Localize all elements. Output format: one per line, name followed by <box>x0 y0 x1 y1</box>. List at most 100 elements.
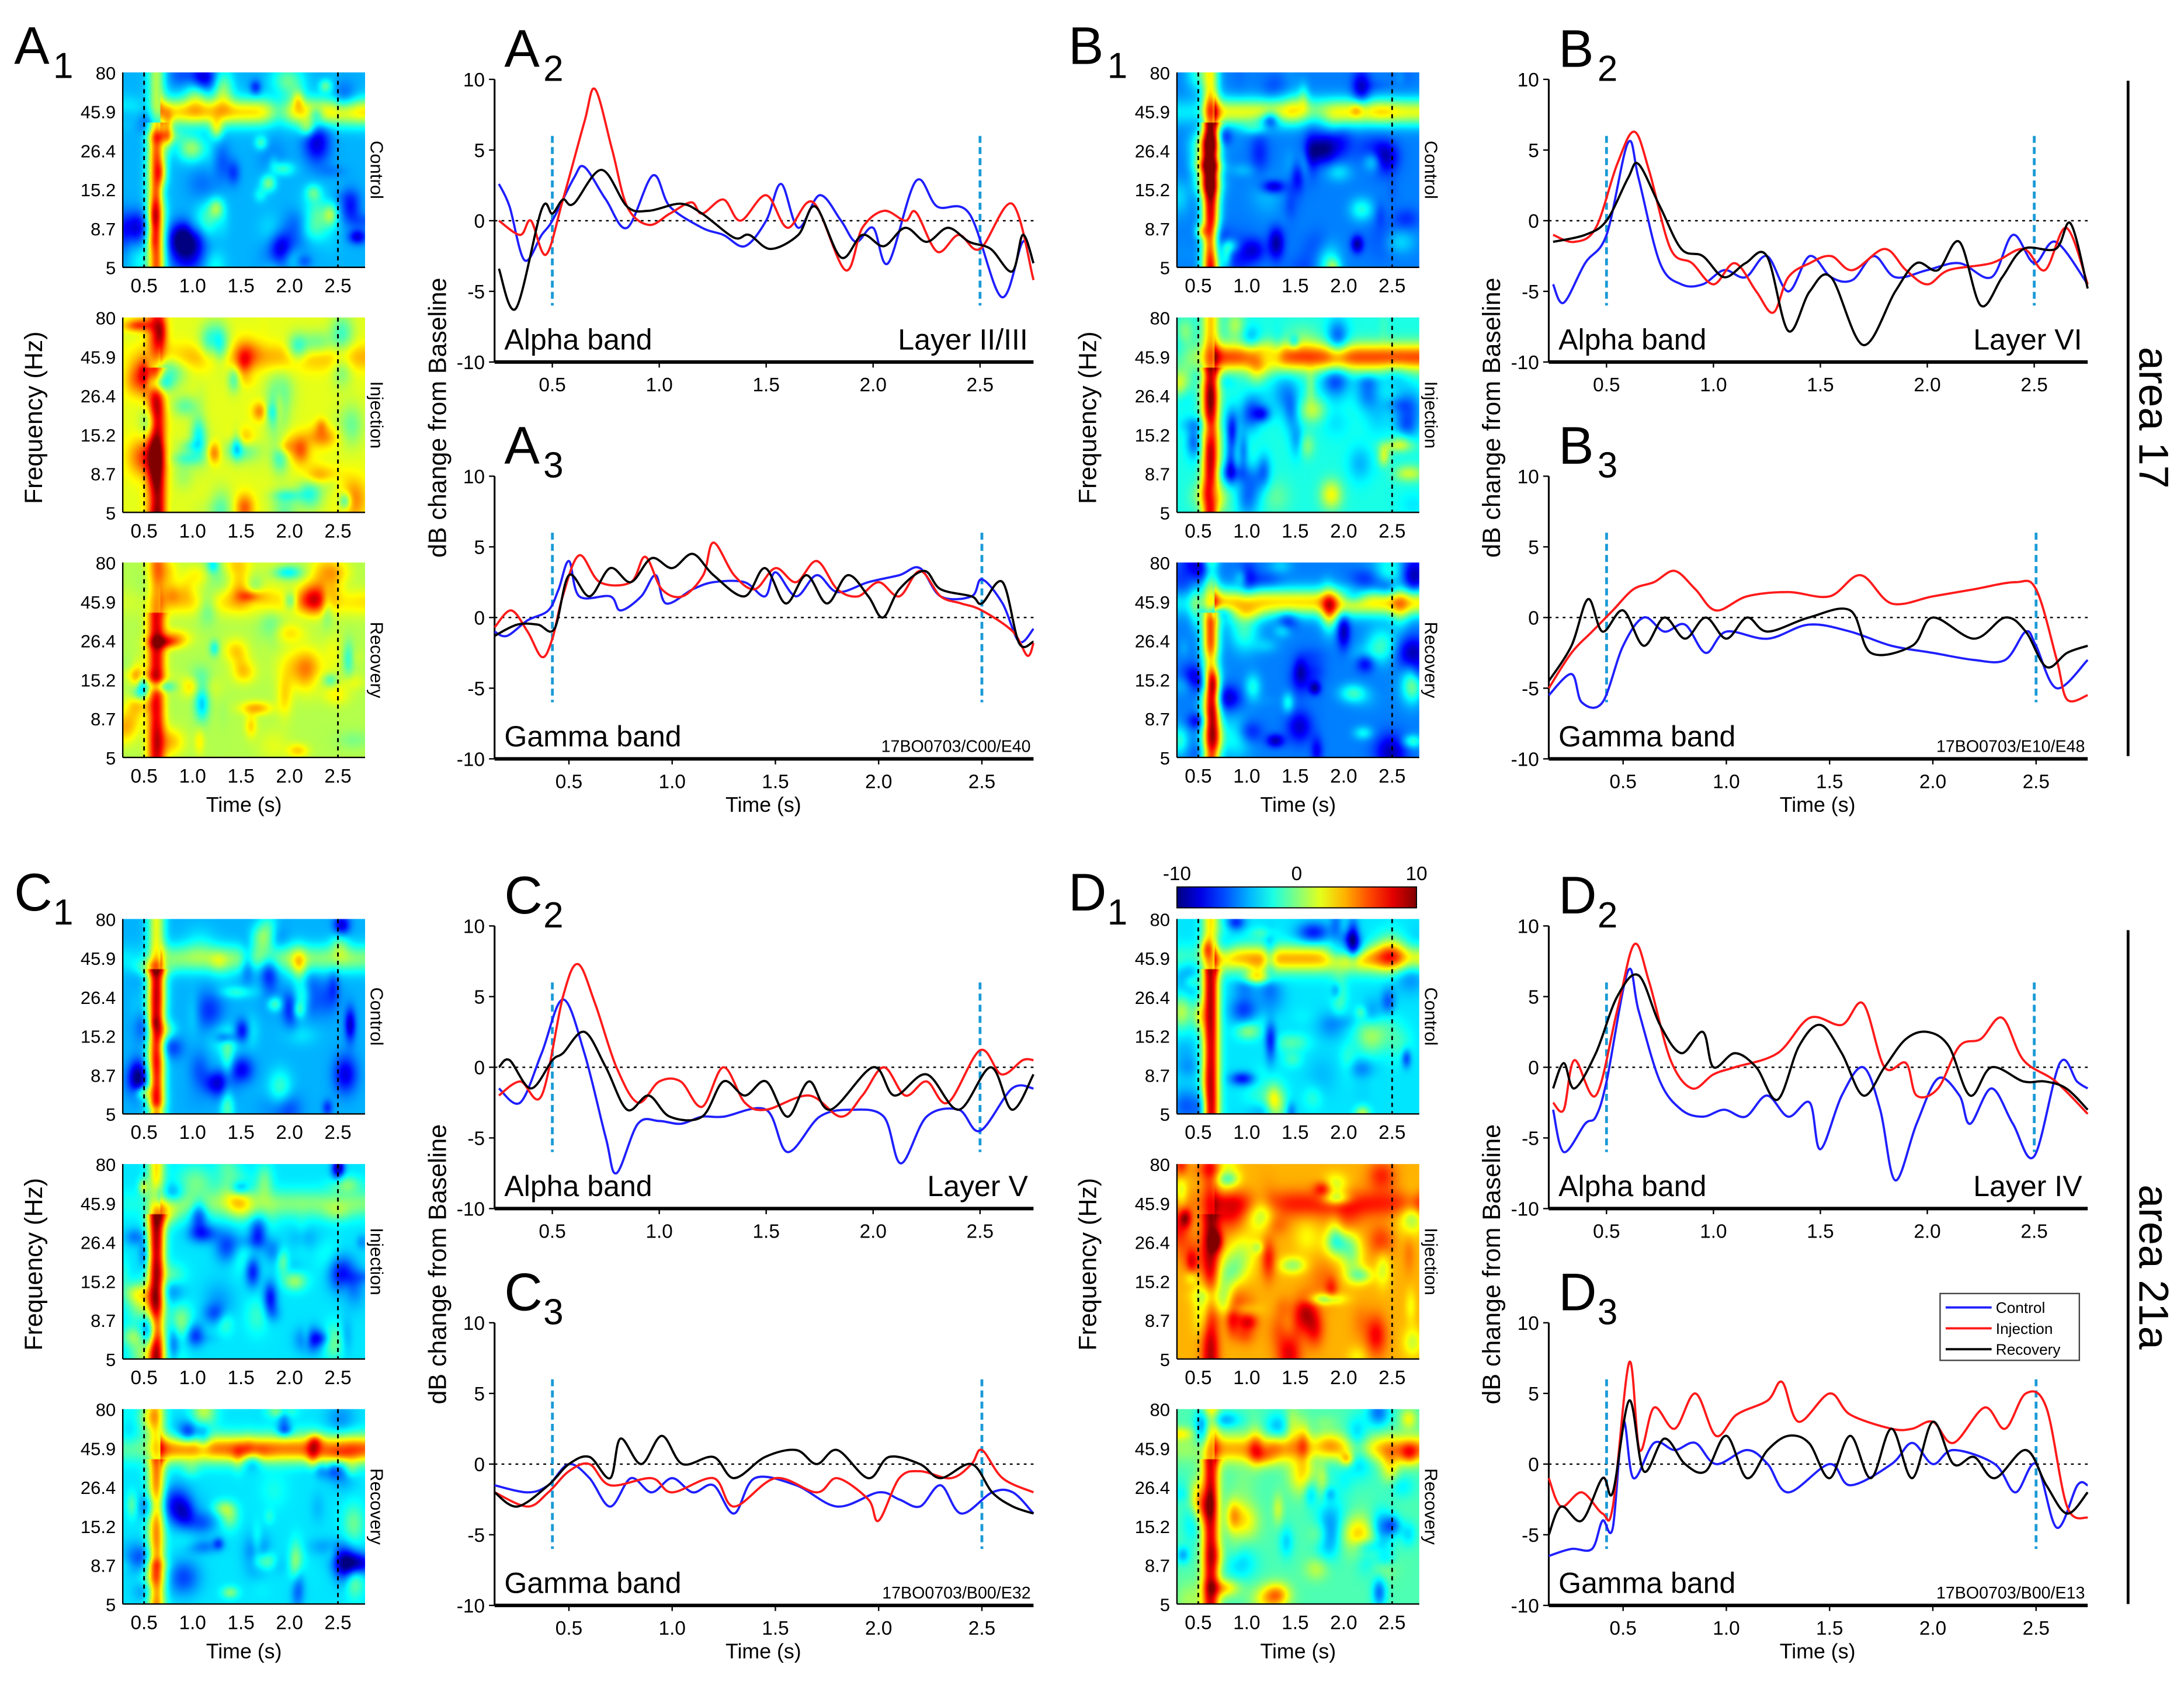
x-tick-label: 1.0 <box>1713 771 1739 793</box>
area-label: area 21a <box>2130 1184 2176 1350</box>
series-line-control <box>494 559 1034 644</box>
x-tick-label: 0.5 <box>1593 1221 1620 1242</box>
freq-tick-label: 15.2 <box>81 180 116 200</box>
x-axis-label: Time (s) <box>725 793 801 816</box>
freq-tick-label: 26.4 <box>81 386 116 406</box>
y-tick-label: -10 <box>457 352 485 374</box>
condition-label: Recovery <box>1421 622 1441 698</box>
panel-subscript: 3 <box>543 1292 563 1332</box>
freq-tick-label: 15.2 <box>81 1517 116 1537</box>
x-tick-label: 2.5 <box>967 1221 994 1242</box>
freq-tick-label: 45.9 <box>1135 347 1170 367</box>
time-tick-label: 0.5 <box>1185 1122 1211 1144</box>
series-line-injection <box>1553 130 2089 314</box>
panel-letter: C <box>504 1263 542 1322</box>
x-tick-label: 0.5 <box>539 374 565 396</box>
series-line-injection <box>1547 569 2088 703</box>
line-plot-C3: C 3 10 5 0 -5 -10 0.5 1.0 1.5 2.0 2.5 Gamma band 17BO… <box>457 1263 1034 1639</box>
freq-tick-label: 8.7 <box>91 1556 116 1576</box>
time-tick-label: 1.0 <box>179 1122 206 1144</box>
freq-tick-label: 45.9 <box>81 592 116 613</box>
freq-tick-label: 8.7 <box>91 1311 116 1331</box>
time-tick-label: 2.5 <box>324 766 351 787</box>
panel-subscript: 1 <box>53 892 73 933</box>
freq-tick-label: 45.9 <box>1135 592 1170 613</box>
heatmap-image <box>123 317 365 513</box>
time-tick-label: 2.5 <box>1379 1122 1405 1144</box>
time-tick-label: 1.5 <box>227 520 254 542</box>
freq-tick-label: 5 <box>1160 1594 1170 1615</box>
time-tick-label: 1.0 <box>179 1612 206 1634</box>
condition-label: Injection <box>1421 1228 1441 1295</box>
time-tick-label: 0.5 <box>130 1122 157 1144</box>
layer-label: Layer V <box>927 1170 1028 1203</box>
heatmap-image <box>1176 562 1419 757</box>
spectrogram-recovery: 5 8.7 15.2 26.4 45.9 80 0.5 1.0 1.5 2.0 2.5 Recover… <box>81 1400 387 1634</box>
freq-tick-label: 80 <box>96 63 116 84</box>
freq-tick-label: 26.4 <box>1135 631 1170 652</box>
series-line-control <box>1548 616 2089 709</box>
time-tick-label: 1.5 <box>1282 1367 1308 1389</box>
freq-tick-label: 5 <box>1160 748 1170 769</box>
colorbar-gradient <box>1176 886 1417 909</box>
freq-tick-label: 80 <box>96 909 116 930</box>
recording-code: 17BO0703/B00/E13 <box>1936 1584 2085 1603</box>
y-tick-label: -10 <box>1511 749 1539 770</box>
x-axis-label: Time (s) <box>1260 793 1336 816</box>
freq-tick-label: 45.9 <box>81 102 116 123</box>
panel-subscript: 3 <box>543 446 563 486</box>
x-tick-label: 1.0 <box>1713 1618 1739 1639</box>
panel-letter: B <box>1558 19 1593 78</box>
panel-letter: B <box>1558 416 1593 475</box>
freq-tick-label: 5 <box>1160 1104 1170 1125</box>
y-axis-label: Frequency (Hz) <box>1074 1178 1102 1351</box>
freq-tick-label: 45.9 <box>1135 1438 1170 1459</box>
condition-label: Control <box>1421 141 1441 199</box>
freq-tick-label: 5 <box>106 503 116 523</box>
freq-tick-label: 15.2 <box>81 425 116 446</box>
freq-tick-label: 15.2 <box>81 1027 116 1047</box>
spectrogram-recovery: 5 8.7 15.2 26.4 45.9 80 0.5 1.0 1.5 2.0 2.5 Recover… <box>81 553 387 787</box>
x-tick-label: 2.0 <box>1914 374 1940 396</box>
y-tick-label: -5 <box>1522 282 1539 303</box>
x-tick-label: 2.0 <box>865 771 892 793</box>
time-tick-label: 1.5 <box>227 766 254 787</box>
time-tick-label: 2.0 <box>1330 1612 1357 1634</box>
x-axis-label: Time (s) <box>1780 1639 1856 1663</box>
time-tick-label: 0.5 <box>1185 520 1211 542</box>
condition-label: Injection <box>367 381 387 449</box>
series-line-recovery <box>1547 1399 2089 1535</box>
x-tick-label: 1.0 <box>1700 374 1727 396</box>
time-tick-label: 2.5 <box>1379 520 1405 542</box>
series-line-control <box>498 998 1034 1174</box>
y-tick-label: 10 <box>1518 69 1539 91</box>
x-tick-label: 1.0 <box>659 771 686 793</box>
legend-label: Control <box>1996 1299 2046 1316</box>
time-tick-label: 2.0 <box>1330 1367 1357 1389</box>
freq-tick-label: 26.4 <box>1135 988 1170 1008</box>
panel-subscript: 1 <box>53 46 73 86</box>
time-tick-label: 1.0 <box>179 766 206 787</box>
time-tick-label: 1.5 <box>227 1122 254 1144</box>
series-line-control <box>498 165 1035 298</box>
y-tick-label: 0 <box>474 607 485 629</box>
time-tick-label: 2.0 <box>1330 1122 1357 1144</box>
x-tick-label: 2.0 <box>865 1618 892 1639</box>
x-tick-label: 2.0 <box>860 374 887 396</box>
time-tick-label: 0.5 <box>1185 1612 1211 1634</box>
y-tick-label: 0 <box>1528 607 1539 629</box>
freq-tick-label: 8.7 <box>1145 219 1170 239</box>
x-tick-label: 1.5 <box>753 374 780 396</box>
time-tick-label: 1.5 <box>227 1367 254 1389</box>
panel-subscript: 1 <box>1107 892 1127 933</box>
x-tick-label: 2.5 <box>968 771 995 793</box>
freq-tick-label: 80 <box>1150 63 1170 84</box>
time-tick-label: 2.5 <box>1379 1367 1405 1389</box>
band-label: Gamma band <box>504 1566 681 1599</box>
time-tick-label: 1.0 <box>1233 276 1260 297</box>
heatmap-image <box>1176 1409 1419 1604</box>
freq-tick-label: 45.9 <box>81 948 116 969</box>
layer-label: Layer II/III <box>898 323 1028 356</box>
